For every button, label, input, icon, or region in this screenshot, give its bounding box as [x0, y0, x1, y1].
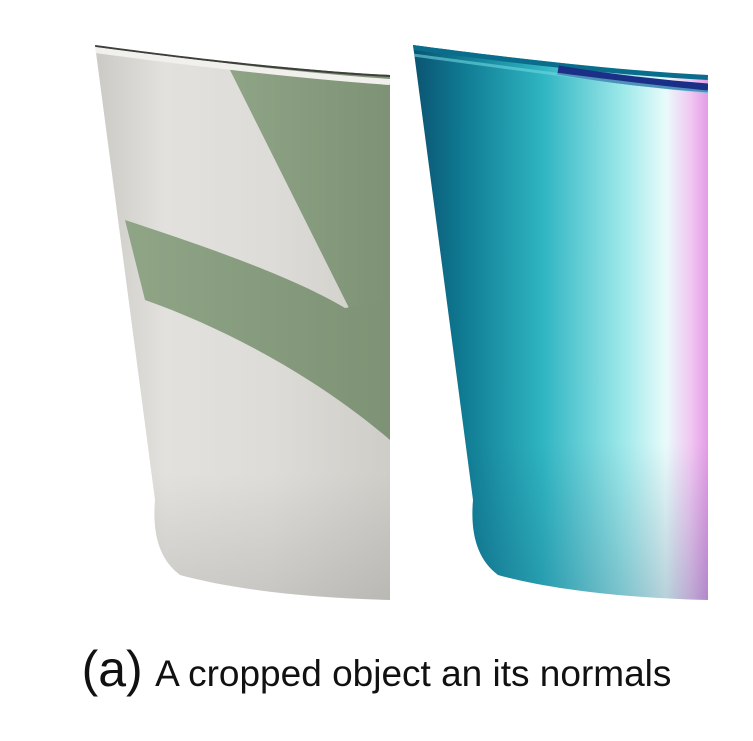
normal-map-image	[408, 30, 708, 620]
rgb-crop-image	[90, 30, 390, 620]
caption-text: A cropped object an its normals	[155, 653, 672, 694]
figure-caption: (a) A cropped object an its normals	[0, 640, 753, 698]
caption-label: (a)	[81, 641, 143, 697]
